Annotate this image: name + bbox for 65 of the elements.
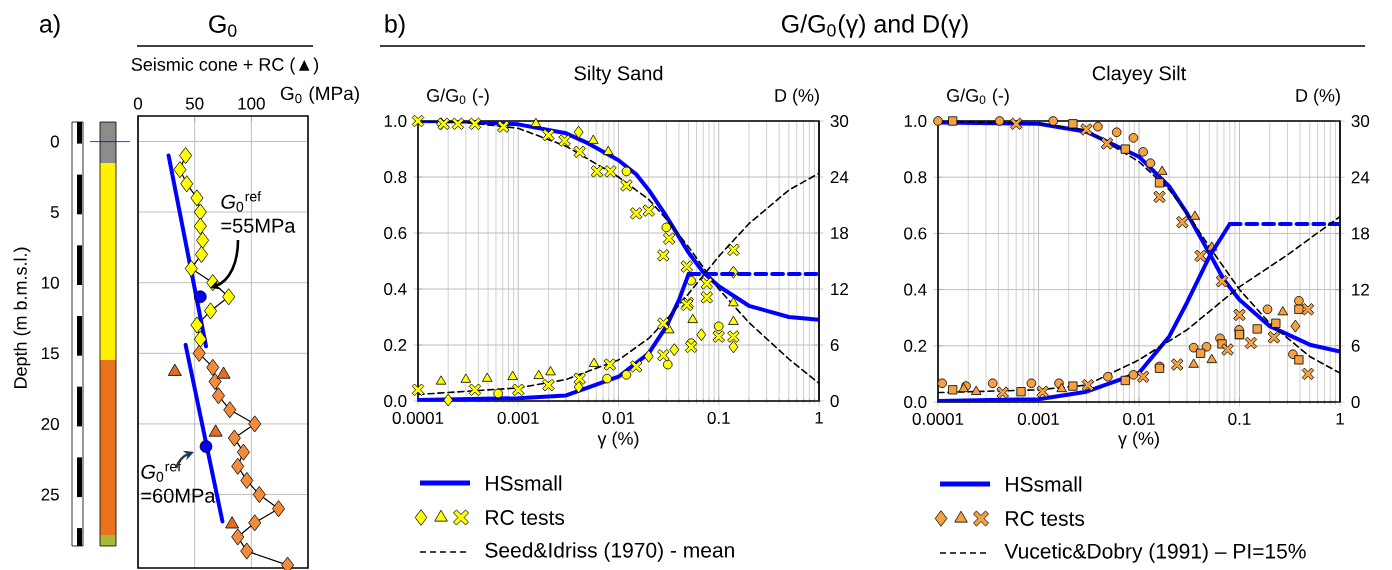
text: G$_{0}$ref =55MPa (221, 191, 296, 233)
chart-title: G$_{0}$ (209, 15, 237, 37)
y2-tick-label: 18 (1352, 227, 1370, 240)
y-tick-label: 0.2 (384, 339, 407, 352)
y-tick-label: 0 (50, 135, 59, 148)
y2-tick-label: 24 (1351, 171, 1370, 184)
y-tick-label: 0.6 (904, 227, 927, 240)
x-tick-label: 1 (815, 411, 823, 424)
legend-label: RC tests (1006, 511, 1085, 526)
y-tick-label: 25 (41, 488, 59, 501)
y-tick-label: 10 (41, 276, 59, 289)
x-tick-label: 0.01 (602, 411, 635, 424)
y2-tick-label: 12 (1352, 283, 1369, 296)
y-tick-label: 0.8 (904, 171, 927, 184)
y2-tick-label: 0 (830, 395, 839, 408)
y-tick-label: 0.2 (904, 339, 927, 352)
x-axis-title: G$_{0}$ (MPa) (280, 86, 359, 104)
y-tick-label: 0.6 (384, 227, 407, 240)
chart-subtitle: Seismic cone + RC (▲) (131, 57, 319, 75)
y-tick-label: 0.0 (904, 396, 927, 409)
x-tick-label: 0.01 (1123, 412, 1155, 425)
y-axis-title: G/G$_{0}$ (-) (427, 88, 489, 106)
legend-label: Vucetic&Dobry (1991) – PI=15% (1004, 543, 1306, 563)
y2-tick-label: 0 (1351, 396, 1360, 409)
text: b) (385, 14, 405, 38)
y2-tick-label: 6 (830, 339, 839, 352)
y2-tick-label: 30 (830, 115, 849, 128)
chart-title: Silty Sand (574, 65, 663, 85)
x-tick-label: 0.1 (1228, 412, 1251, 425)
x-axis-title: γ (%) (1118, 431, 1159, 449)
y2-axis-title: D (%) (775, 88, 819, 106)
chart-title: Clayey Silt (1092, 65, 1187, 85)
y2-tick-label: 6 (1351, 339, 1360, 352)
y-axis-title: Depth (m b.m.s.l.) (13, 247, 31, 389)
y-tick-label: 5 (50, 206, 59, 218)
x-axis-title: γ (%) (597, 431, 639, 449)
y2-tick-label: 12 (831, 283, 848, 295)
x-tick-label: 0.0001 (392, 411, 444, 424)
y-tick-label: 1.0 (384, 115, 407, 128)
x-tick-label: 0.0001 (912, 412, 964, 425)
legend-label: RC tests (486, 510, 565, 525)
text: a) (39, 14, 60, 38)
x-tick-label: 0.1 (707, 411, 730, 424)
y-tick-label: 20 (41, 417, 59, 430)
legend-label: HSsmall (486, 475, 562, 491)
y-axis-title: G/G$_{0}$ (-) (947, 88, 1009, 106)
y-tick-label: 15 (41, 347, 59, 360)
y-tick-label: 0.0 (384, 395, 407, 408)
x-tick-label: 100 (238, 97, 265, 110)
y-tick-label: 1.0 (904, 115, 927, 128)
text: G/G$_{0}$(γ) and D(γ) (782, 14, 968, 38)
y-tick-label: 0.4 (904, 283, 927, 296)
y-tick-label: 0.8 (384, 171, 407, 184)
x-tick-label: 50 (185, 97, 204, 110)
x-tick-label: 0 (133, 97, 143, 110)
x-tick-label: 1 (1336, 412, 1344, 425)
x-tick-label: 0.001 (1017, 412, 1059, 425)
y2-tick-label: 24 (830, 171, 849, 183)
y-tick-label: 0.4 (384, 283, 407, 296)
y2-axis-title: D (%) (1296, 88, 1340, 106)
x-tick-label: 0.001 (497, 411, 539, 424)
y2-tick-label: 18 (831, 227, 849, 240)
legend-label: HSsmall (1006, 476, 1082, 492)
y2-tick-label: 30 (1351, 115, 1370, 128)
legend-label: Seed&Idriss (1970) - mean (485, 542, 734, 562)
